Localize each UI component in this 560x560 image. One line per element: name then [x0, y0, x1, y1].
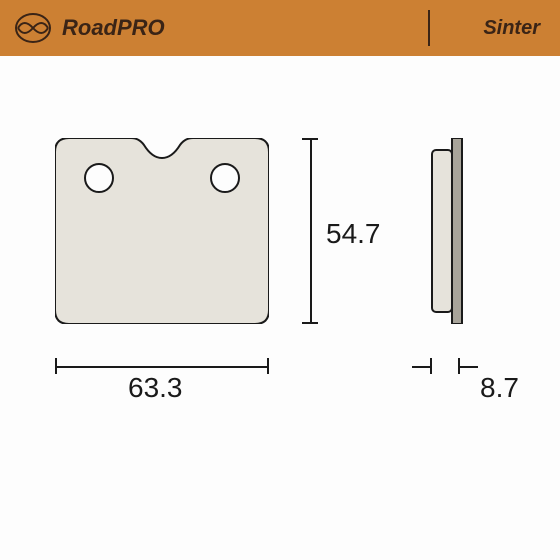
- brake-pad-front-view: [55, 138, 269, 329]
- mounting-hole-left: [85, 164, 113, 192]
- dim-thick-line-l: [412, 366, 430, 368]
- dim-width-label: 63.3: [128, 372, 183, 404]
- dim-thick-tick-r: [458, 358, 460, 374]
- brand-logo-icon: [14, 12, 52, 44]
- dim-thick-line-r: [460, 366, 478, 368]
- header-left: RoadPRO: [14, 12, 165, 44]
- brand-suffix: PRO: [117, 15, 165, 40]
- brand-prefix: Road: [62, 15, 117, 40]
- dim-width-line: [55, 366, 269, 368]
- dim-height-tick-top: [302, 138, 318, 140]
- dim-thick-tick-l: [430, 358, 432, 374]
- pad-outline: [55, 138, 269, 324]
- backing-plate: [452, 138, 462, 324]
- dim-thick-label: 8.7: [480, 372, 519, 404]
- header-divider: [428, 10, 430, 46]
- friction-pad: [432, 150, 452, 312]
- mounting-hole-right: [211, 164, 239, 192]
- header-right-label: Sinter: [483, 17, 540, 40]
- dim-width-tick-r: [267, 358, 269, 374]
- dim-height-line: [310, 138, 312, 324]
- brake-pad-side-view: [430, 138, 464, 329]
- dim-height-label: 54.7: [326, 218, 381, 250]
- dim-height-tick-bot: [302, 322, 318, 324]
- diagram-area: 54.7 63.3 8.7: [0, 56, 560, 560]
- dim-width-tick-l: [55, 358, 57, 374]
- brand-name: RoadPRO: [62, 15, 165, 41]
- header-bar: RoadPRO Sinter: [0, 0, 560, 56]
